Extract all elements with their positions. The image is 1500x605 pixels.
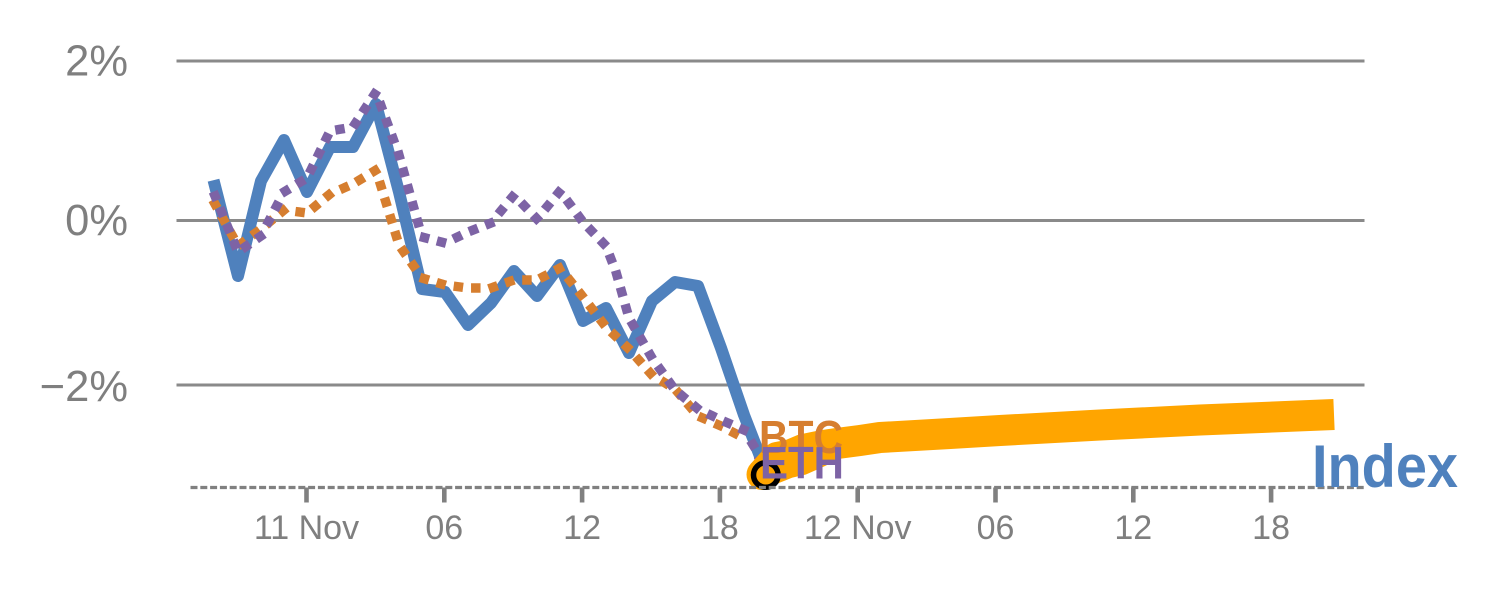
svg-text:18: 18 (701, 509, 739, 547)
svg-text:11 Nov: 11 Nov (254, 509, 359, 547)
svg-text:−2%: −2% (40, 363, 128, 411)
svg-text:12: 12 (1114, 509, 1152, 547)
svg-text:06: 06 (977, 509, 1015, 547)
svg-text:12 Nov: 12 Nov (804, 509, 912, 547)
svg-text:2%: 2% (65, 38, 128, 86)
svg-text:0%: 0% (65, 197, 128, 245)
svg-text:18: 18 (1252, 509, 1290, 547)
svg-text:ETH: ETH (760, 438, 844, 489)
svg-text:BTC: BTC (759, 411, 843, 463)
svg-text:12: 12 (563, 509, 601, 547)
svg-text:Index: Index (1312, 433, 1458, 500)
svg-text:06: 06 (425, 509, 463, 547)
